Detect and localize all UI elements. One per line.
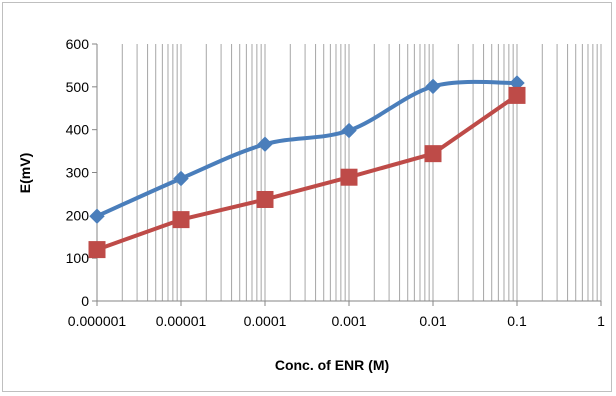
chart-svg: 0 100 200 300 400 500 600 0.000001 0.00001 0.0001… <box>17 36 605 373</box>
series-2 <box>88 86 526 259</box>
series-1-point <box>425 78 441 95</box>
series-1 <box>89 75 525 224</box>
y-axis-title: E(mV) <box>17 153 33 193</box>
chart-frame: 0 100 200 300 400 500 600 0.000001 0.00001 0.0001… <box>2 2 612 392</box>
y-tick-label: 100 <box>66 250 90 266</box>
x-tick-label: 1 <box>597 313 605 329</box>
y-tick-label: 600 <box>66 36 90 52</box>
series-1-point <box>341 122 357 139</box>
x-tick-label: 0.00001 <box>156 313 207 329</box>
x-tick-label: 0.01 <box>419 313 446 329</box>
x-tick-label: 0.0001 <box>244 313 287 329</box>
y-tick-label: 500 <box>66 79 90 95</box>
x-axis-title: Conc. of ENR (M) <box>275 357 389 373</box>
series-2-point <box>340 168 358 186</box>
series-2-point <box>256 190 274 208</box>
series-2-point <box>172 211 190 229</box>
x-tick-label: 0.001 <box>331 313 366 329</box>
y-tick-label: 0 <box>81 293 89 309</box>
series-2-line <box>95 93 519 252</box>
labels-layer: 0 100 200 300 400 500 600 0.000001 0.00001 0.0001… <box>66 36 605 329</box>
y-tick-label: 300 <box>66 165 90 181</box>
x-tick-label: 0.1 <box>507 313 527 329</box>
y-tick-label: 400 <box>66 122 90 138</box>
axes-layer <box>92 43 602 306</box>
series-1-point <box>257 136 273 152</box>
series-2-point <box>424 145 442 163</box>
series-layer <box>88 75 526 259</box>
series-1-line <box>95 79 519 219</box>
x-tick-label: 0.000001 <box>68 313 127 329</box>
series-1-point <box>173 170 189 187</box>
y-tick-label: 200 <box>66 207 90 223</box>
series-2-point <box>508 86 526 104</box>
series-2-point <box>88 241 106 259</box>
series-1-point <box>89 208 105 224</box>
